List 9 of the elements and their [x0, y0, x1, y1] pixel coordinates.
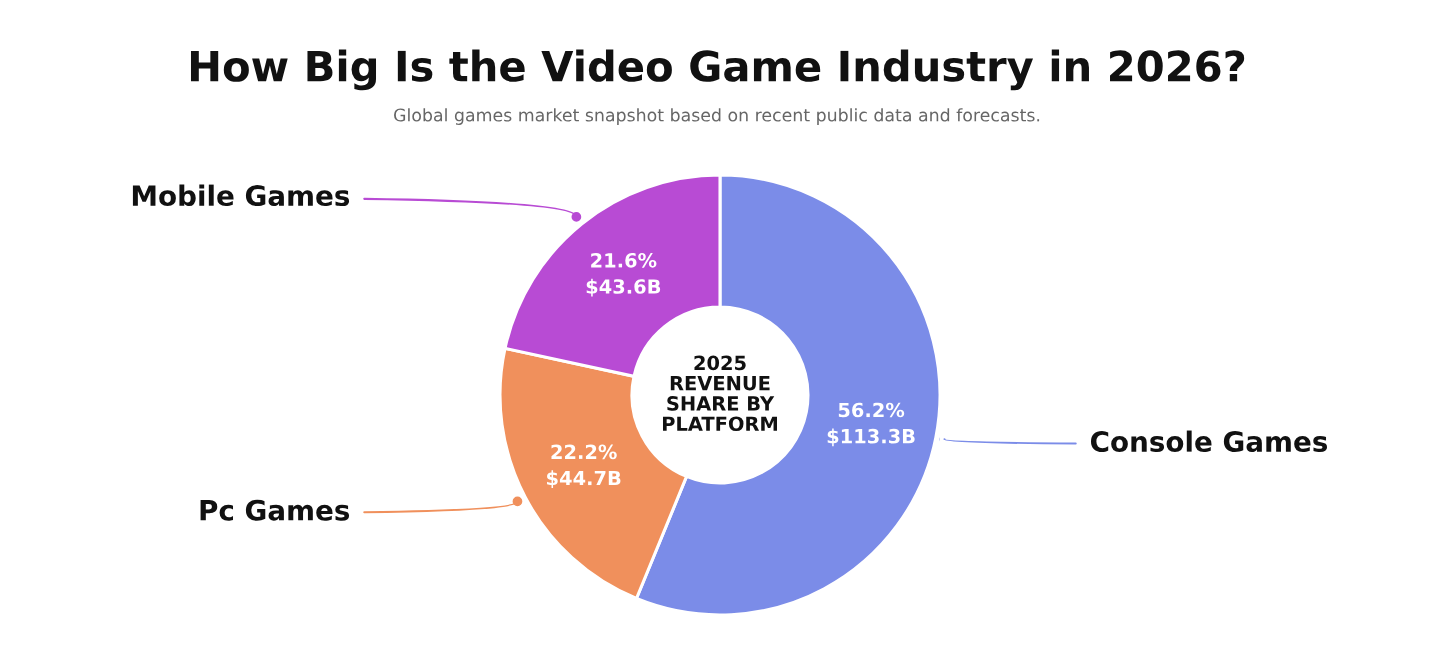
chart-title: How Big Is the Video Game Industry in 2026? [190, 49, 1245, 91]
data-label: 56.2% $113.3B [827, 402, 915, 447]
slice-label: Console Games [1090, 430, 1328, 453]
data-label: 21.6% $43.6B [586, 252, 661, 297]
slice-label: Mobile Games [132, 184, 350, 207]
data-label: 22.2% $44.7B [547, 444, 621, 488]
slice-label: Pc Games [200, 499, 350, 521]
text: 2025 REVENUE SHARE BY PLATFORM [662, 355, 777, 432]
chart-subtitle: Global games market snapshot based on recent public data and forecasts. [394, 108, 1040, 125]
